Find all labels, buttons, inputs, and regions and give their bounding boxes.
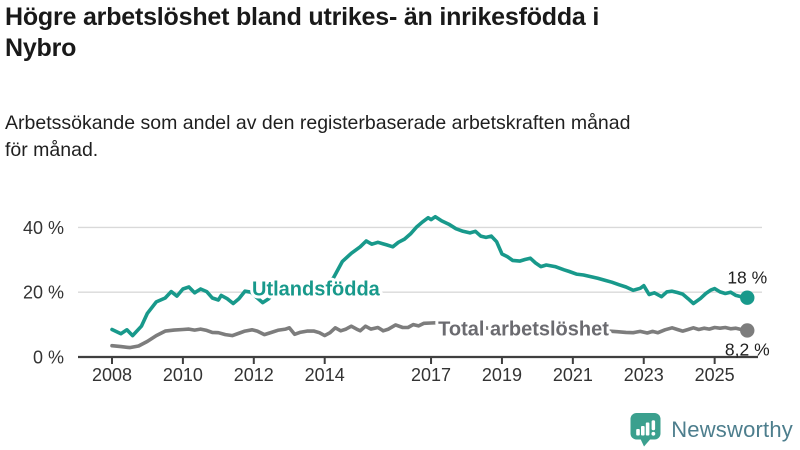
series-inline-labels: Utlandsfödda Total arbetslöshet — [249, 275, 612, 343]
x-axis-tick-label: 2021 — [553, 365, 593, 385]
series-inline-label: Total arbetslöshet — [438, 319, 609, 341]
x-axis-tick-label: 2012 — [234, 365, 274, 385]
y-axis-tick-label: 0 % — [33, 348, 64, 368]
y-axis-labels: 0 % 20 % 40 % — [23, 218, 64, 368]
x-axis-tick-label: 2010 — [163, 365, 203, 385]
series-end-dots — [740, 290, 755, 338]
series-line — [110, 214, 750, 338]
subtitle-line-1: Arbetssökande som andel av den registerb… — [5, 112, 631, 134]
x-axis-tick-label: 2025 — [695, 365, 735, 385]
gridlines — [78, 226, 762, 293]
chart-subtitle: Arbetssökande som andel av den registerb… — [5, 110, 797, 164]
subtitle-line-2: för månad. — [5, 139, 99, 161]
series-lines — [110, 214, 750, 350]
page-title: Högre arbetslöshet bland utrikes- än inr… — [5, 2, 797, 64]
brand-footer[interactable]: Newsworthy — [629, 412, 793, 447]
series-end-dot — [740, 290, 755, 305]
x-axis-tick-label: 2017 — [411, 365, 451, 385]
x-axis-tick-label: 2023 — [624, 365, 664, 385]
end-value-label: 8,2 % — [725, 339, 770, 359]
x-axis-tick-label: 2019 — [482, 365, 522, 385]
line-chart: 0 % 20 % 40 % 2008 2010 2012 2014 2017 2019 2021… — [23, 214, 770, 385]
newsworthy-logo-icon — [630, 413, 661, 447]
x-axis-tick-label: 2014 — [305, 365, 345, 385]
header: Högre arbetslöshet bland utrikes- än inr… — [5, 2, 797, 64]
end-value-labels: 18 % 8,2 % — [725, 268, 770, 360]
series-inline-label: Utlandsfödda — [252, 278, 381, 300]
y-axis-tick-label: 40 % — [23, 218, 64, 238]
title-line-2: Nybro — [5, 34, 77, 62]
y-axis-tick-label: 20 % — [23, 283, 64, 303]
title-line-1: Högre arbetslöshet bland utrikes- än inr… — [5, 3, 600, 31]
series-line — [110, 320, 750, 350]
x-axis-tick-label: 2008 — [92, 365, 132, 385]
series-end-dot — [740, 323, 755, 338]
brand-name: Newsworthy — [671, 416, 793, 442]
x-axis: 2008 2010 2012 2014 2017 2019 2021 2023 2025 — [78, 355, 758, 385]
end-value-label: 18 % — [727, 268, 767, 288]
